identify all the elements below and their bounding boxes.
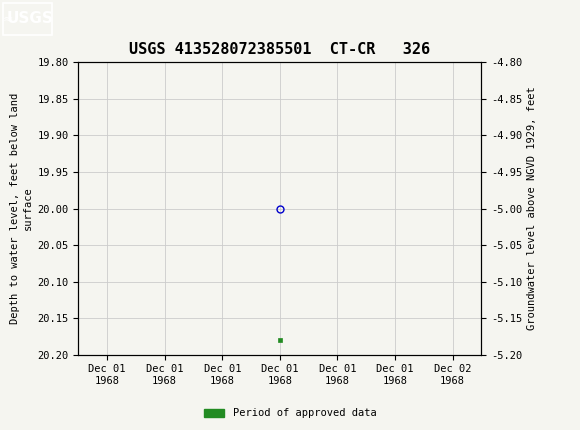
Legend: Period of approved data: Period of approved data [200, 404, 380, 423]
Title: USGS 413528072385501  CT-CR   326: USGS 413528072385501 CT-CR 326 [129, 42, 430, 57]
Y-axis label: Depth to water level, feet below land
surface: Depth to water level, feet below land su… [10, 93, 33, 324]
Text: ≈: ≈ [3, 12, 13, 25]
Bar [3, 3, 52, 35]
Text: USGS: USGS [7, 12, 54, 26]
Y-axis label: Groundwater level above NGVD 1929, feet: Groundwater level above NGVD 1929, feet [527, 87, 536, 330]
